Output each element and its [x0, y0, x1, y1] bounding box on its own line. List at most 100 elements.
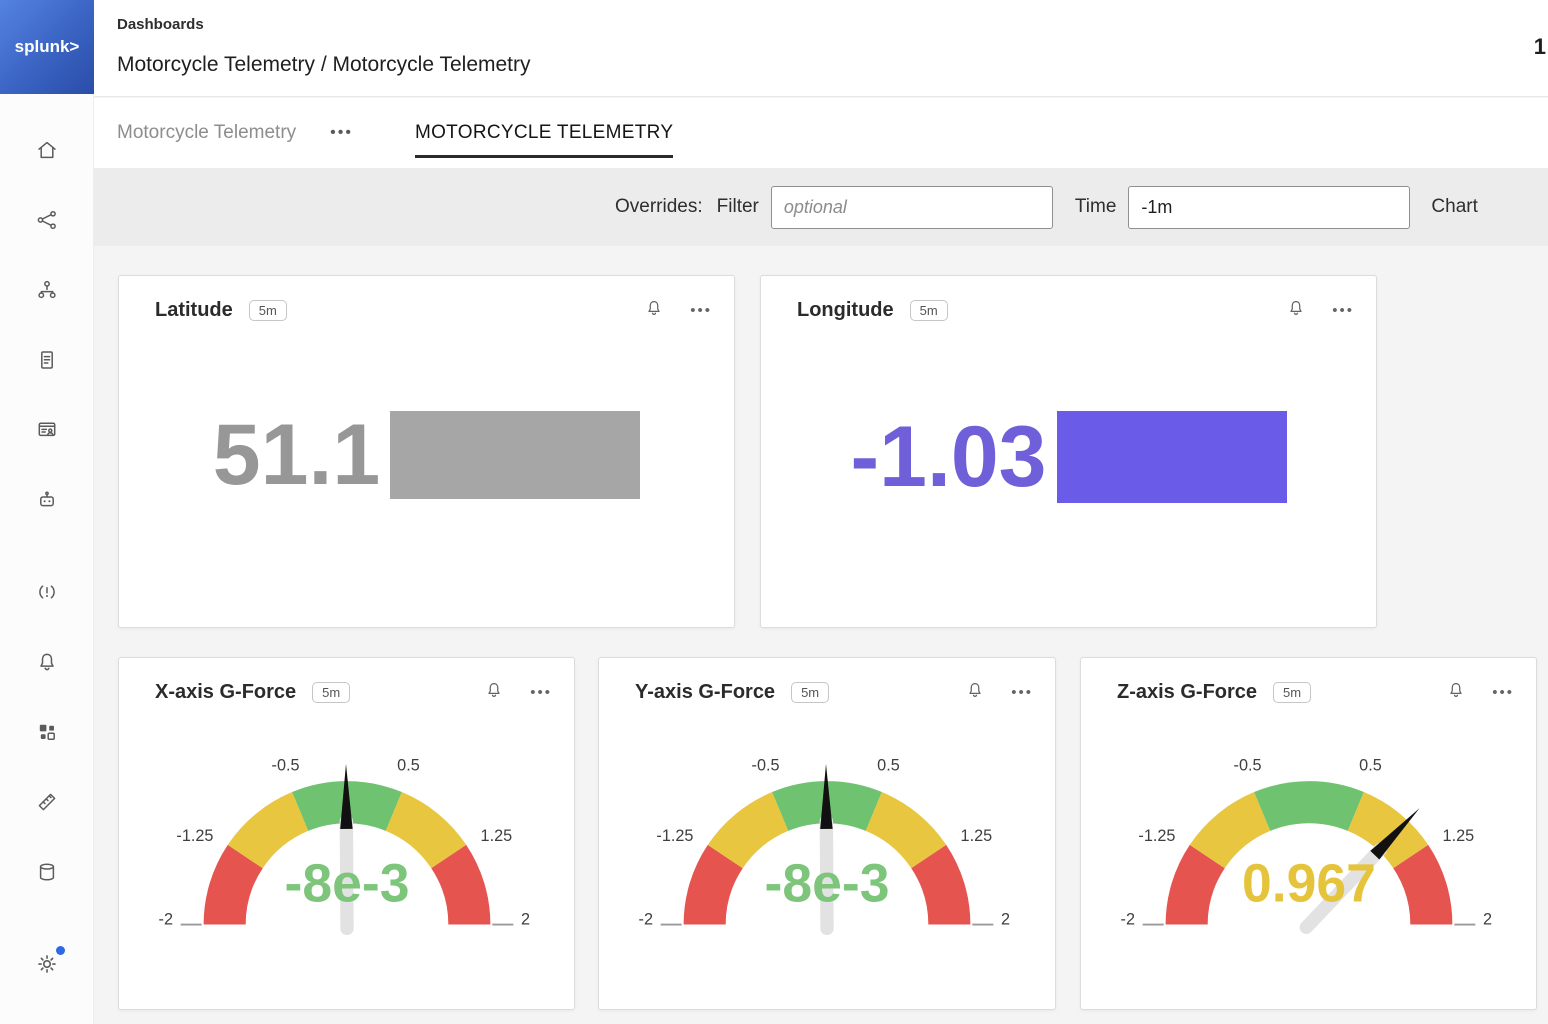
panel-menu-ellipsis[interactable]: ••• [530, 684, 552, 701]
gauge-tick-label: 1.25 [480, 827, 512, 845]
gauge-band-segment [865, 792, 947, 869]
x-axis-panel-title: X-axis G-Force [155, 681, 297, 703]
z-axis-panel-title: Z-axis G-Force [1117, 681, 1258, 703]
alert-icon[interactable] [27, 572, 67, 612]
y-axis-refresh-badge: 5m [791, 682, 830, 703]
latitude-panel: Latitude 5m ••• 51.1 [118, 275, 735, 628]
y-axis-panel-title: Y-axis G-Force [635, 681, 776, 703]
gauge-needle-tip [1369, 808, 1420, 860]
gauge-tick-label: -0.5 [271, 756, 299, 774]
alert-bell-icon[interactable] [1286, 298, 1306, 323]
longitude-value-row: -1.03 [761, 411, 1376, 503]
storage-icon[interactable] [27, 852, 67, 892]
longitude-panel-header: Longitude 5m ••• [761, 276, 1376, 323]
longitude-redacted-block [1056, 411, 1287, 503]
latitude-refresh-badge: 5m [248, 300, 287, 321]
dashboard-menu-ellipsis[interactable]: ••• [330, 124, 353, 141]
gauge-value: -8e-3 [765, 855, 890, 914]
gauge-tick-label: 2 [520, 911, 529, 929]
z-axis-panel-header: Z-axis G-Force 5m ••• [1081, 658, 1536, 705]
latitude-value-row: 51.1 [119, 411, 734, 499]
longitude-refresh-badge: 5m [909, 300, 948, 321]
splunk-logo-text: splunk> [14, 37, 80, 56]
latitude-value: 51.1 [212, 407, 381, 503]
y-axis-gauge: -2 -1.25 -0.5 0.5 1.25 2 -8e-3 [599, 719, 1055, 958]
latitude-panel-title: Latitude [155, 299, 233, 321]
breadcrumb[interactable]: Dashboards [117, 16, 204, 33]
gauge-tick-label: 1.25 [961, 827, 993, 845]
gauge-band-segment [683, 844, 744, 926]
sidebar [0, 94, 94, 1024]
filter-input[interactable] [770, 185, 1053, 229]
panel-menu-ellipsis[interactable]: ••• [1332, 302, 1354, 319]
overrides-label: Overrides: [615, 196, 703, 217]
x-axis-gforce-panel: X-axis G-Force 5m ••• -2 -1.25 -0.5 0.5 1.25… [118, 657, 575, 1010]
x-axis-gauge: -2 -1.25 -0.5 0.5 1.25 2 -8e-3 [119, 719, 574, 958]
latitude-redacted-block [390, 411, 641, 499]
corner-counter: 1 [1533, 34, 1546, 59]
gauge-band-segment [430, 844, 490, 926]
dashboard-name-label[interactable]: Motorcycle Telemetry [117, 122, 297, 143]
x-axis-refresh-badge: 5m [312, 682, 351, 703]
bell-icon[interactable] [27, 642, 67, 682]
tab-motorcycle-telemetry[interactable]: MOTORCYCLE TELEMETRY [414, 122, 674, 158]
alert-bell-icon[interactable] [644, 298, 664, 323]
gauge-needle-shaft [1299, 842, 1387, 935]
gauge-value: 0.967 [1242, 855, 1376, 914]
gauge-band-segment [384, 792, 466, 869]
gauge-needle-shaft [339, 814, 354, 936]
gauge-tick-label: -0.5 [1233, 756, 1261, 774]
gauge-tick-label: 0.5 [397, 756, 420, 774]
gauge-tick-label: -1.25 [1138, 827, 1175, 845]
longitude-panel: Longitude 5m ••• -1.03 [760, 275, 1377, 628]
gauge-needle-tip [820, 763, 833, 829]
z-axis-gforce-panel: Z-axis G-Force 5m ••• -2 -1.25 -0.5 0.5 1.25… [1080, 657, 1537, 1010]
gauge-tick-label: 0.5 [1359, 756, 1382, 774]
gauge-tick-label: 2 [1001, 911, 1010, 929]
hierarchy-icon[interactable] [27, 270, 67, 310]
automation-icon[interactable] [27, 480, 67, 520]
gauge-tick-label: -2 [639, 911, 653, 929]
alert-bell-icon[interactable] [484, 680, 504, 705]
gauge-tick-label: 2 [1482, 911, 1491, 929]
panel-menu-ellipsis[interactable]: ••• [1011, 684, 1033, 701]
y-axis-panel-header: Y-axis G-Force 5m ••• [599, 658, 1055, 705]
gauge-band-segment [203, 844, 263, 926]
gauge-value: -8e-3 [284, 855, 409, 914]
ruler-icon[interactable] [27, 782, 67, 822]
notification-dot [55, 946, 65, 955]
gauge-band-segment [1189, 792, 1271, 869]
top-bar: Dashboards Motorcycle Telemetry / Motorc… [94, 0, 1548, 97]
gauge-tick-label: 1.25 [1442, 827, 1474, 845]
splunk-logo[interactable]: splunk> [0, 0, 94, 94]
dashboard-user-icon[interactable] [27, 410, 67, 450]
gauge-tick-label: -2 [1120, 911, 1134, 929]
panel-menu-ellipsis[interactable]: ••• [690, 302, 712, 319]
home-icon[interactable] [27, 130, 67, 170]
panel-menu-ellipsis[interactable]: ••• [1492, 684, 1514, 701]
gauge-band-segment [707, 792, 789, 869]
dashboard-content: Latitude 5m ••• 51.1 Longitude 5m ••• [94, 246, 1548, 1024]
gauge-tick-label: -2 [158, 911, 172, 929]
alert-bell-icon[interactable] [965, 680, 985, 705]
apps-grid-icon[interactable] [27, 712, 67, 752]
gauge-band-segment [227, 792, 309, 869]
filter-label: Filter [716, 196, 759, 217]
gauge-band-segment [1392, 844, 1452, 926]
x-axis-panel-header: X-axis G-Force 5m ••• [119, 658, 574, 705]
gauge-band-segment [1165, 844, 1225, 926]
latitude-panel-header: Latitude 5m ••• [119, 276, 734, 323]
data-stream-icon[interactable] [27, 200, 67, 240]
z-axis-refresh-badge: 5m [1273, 682, 1312, 703]
time-label: Time [1074, 196, 1117, 217]
z-axis-gauge: -2 -1.25 -0.5 0.5 1.25 2 0.967 [1081, 719, 1536, 958]
settings-gear-icon[interactable] [27, 944, 67, 984]
gauge-needle-shaft [819, 814, 834, 936]
alert-bell-icon[interactable] [1446, 680, 1466, 705]
chart-label: Chart [1431, 196, 1478, 217]
report-icon[interactable] [27, 340, 67, 380]
time-input[interactable] [1128, 185, 1411, 229]
longitude-panel-title: Longitude [797, 299, 894, 321]
gauge-tick-label: 0.5 [877, 756, 900, 774]
